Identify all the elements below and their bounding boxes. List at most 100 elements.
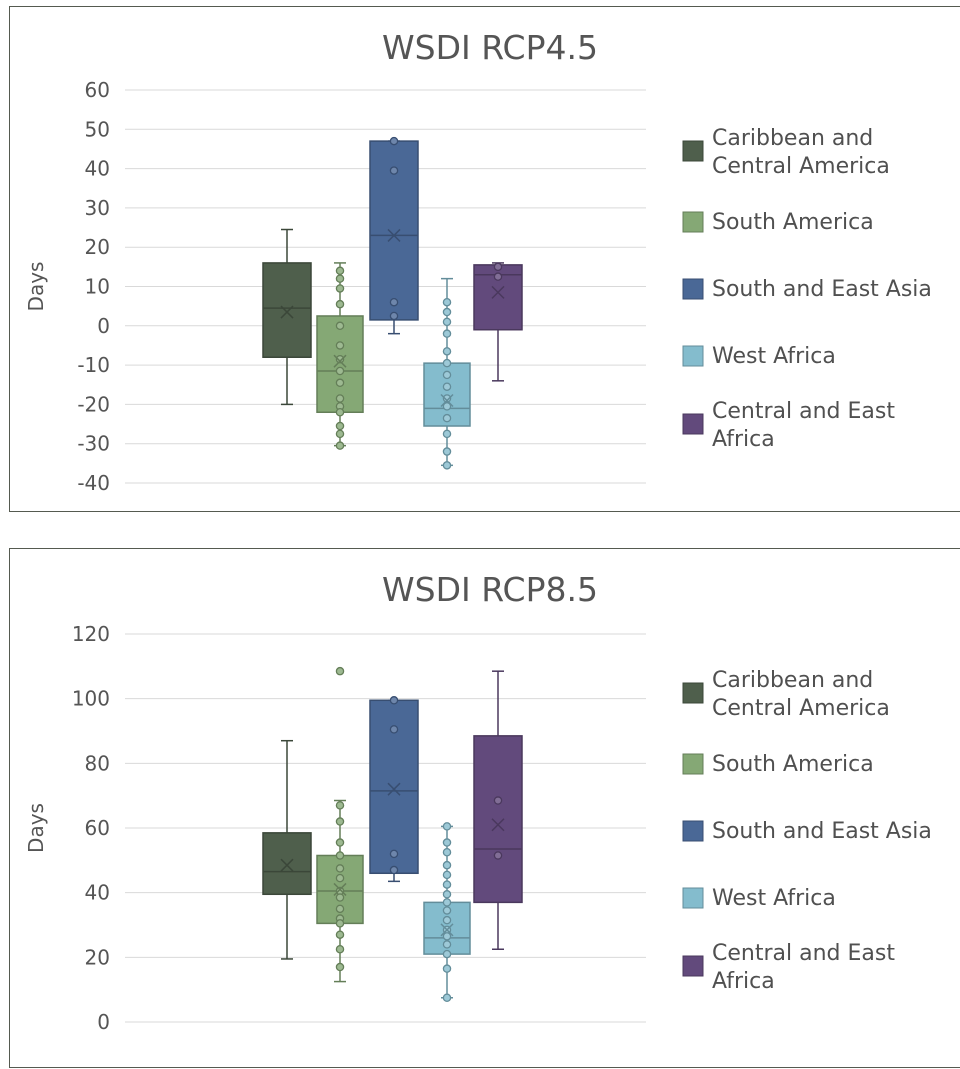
box-5 <box>473 262 523 382</box>
data-point <box>335 354 345 364</box>
legend-label: Central America <box>712 154 890 179</box>
data-point <box>389 136 399 146</box>
data-point <box>389 297 399 307</box>
data-point <box>442 461 452 470</box>
data-point <box>442 297 452 307</box>
legend-label: Africa <box>712 969 775 994</box>
data-point <box>442 317 452 327</box>
legend-swatch <box>682 887 704 909</box>
legend-label: West Africa <box>712 344 836 369</box>
y-tick-label: -20 <box>77 392 110 416</box>
legend-swatch <box>682 682 704 704</box>
data-point <box>335 919 345 928</box>
chart-title: WSDI RCP8.5 <box>382 570 598 609</box>
data-point <box>442 890 452 899</box>
chart-panel-rcp85: WSDI RCP8.5 120 100 80 60 40 20 0 Days Caribbean … <box>9 548 960 1068</box>
legend-swatch <box>682 345 704 367</box>
data-point <box>442 870 452 880</box>
legend-item-4: West Africa <box>682 344 836 369</box>
y-axis-label: Days <box>24 262 48 312</box>
data-point <box>442 822 452 831</box>
data-point <box>442 940 452 949</box>
chart-panel-rcp45: WSDI RCP4.5 60 50 40 30 20 10 0 -10 -20 -30 -40 Days… <box>9 6 960 512</box>
y-tick-label: 30 <box>85 196 110 220</box>
data-point <box>389 311 399 321</box>
legend-label: South and East Asia <box>712 819 932 844</box>
data-point <box>493 262 503 272</box>
legend-swatch <box>682 211 704 233</box>
legend-item-1: Caribbean and Central America <box>682 126 890 179</box>
data-point <box>493 851 503 860</box>
data-point <box>442 347 452 356</box>
data-point <box>335 893 345 902</box>
y-tick-label: 40 <box>85 157 110 181</box>
chart-rcp85: WSDI RCP8.5 120 100 80 60 40 20 0 Days Caribbean … <box>24 570 932 1034</box>
legend-swatch <box>682 753 704 775</box>
y-tick-label: 120 <box>72 622 110 646</box>
mean-marker <box>280 858 294 872</box>
legend-label: Caribbean and <box>712 668 873 693</box>
box-4 <box>423 277 471 470</box>
data-point <box>442 329 452 338</box>
legend-label: Africa <box>712 427 775 452</box>
legend-label: South America <box>712 210 874 235</box>
y-tick-label: 60 <box>85 816 110 840</box>
data-point <box>335 930 345 939</box>
data-point <box>335 378 345 388</box>
data-point <box>389 166 399 175</box>
data-point <box>442 838 452 847</box>
legend-swatch <box>682 140 704 162</box>
chart-rcp45: WSDI RCP4.5 60 50 40 30 20 10 0 -10 -20 -30 -40 Days… <box>24 28 932 495</box>
data-point <box>442 993 452 1002</box>
data-point <box>335 962 345 972</box>
y-tick-label: 0 <box>97 1010 110 1034</box>
y-tick-label: 0 <box>97 314 110 338</box>
data-point <box>335 341 345 350</box>
data-point <box>442 880 452 889</box>
y-tick-label: -40 <box>77 471 110 495</box>
box-3 <box>369 696 419 883</box>
box-body <box>262 262 312 358</box>
legend-label: South America <box>712 752 874 777</box>
y-tick-label: 20 <box>85 945 110 969</box>
mean-marker <box>333 882 347 896</box>
data-point <box>335 873 345 883</box>
data-point <box>442 949 452 959</box>
legend-item-2: South America <box>682 210 874 235</box>
legend-swatch <box>682 820 704 842</box>
data-point <box>442 898 452 907</box>
data-point <box>335 904 345 914</box>
data-point <box>335 851 345 860</box>
legend-item-5: Central and East Africa <box>682 399 895 452</box>
box-1 <box>262 228 312 406</box>
data-point <box>335 441 345 450</box>
data-point <box>335 838 345 847</box>
legend-label: Central and East <box>712 399 895 424</box>
data-point <box>335 408 345 417</box>
mean-marker <box>333 354 347 368</box>
y-tick-label: 40 <box>85 881 110 905</box>
y-tick-label: 50 <box>85 117 110 141</box>
mean-marker <box>387 782 401 796</box>
box-body <box>473 735 523 904</box>
data-point <box>335 299 345 309</box>
data-point <box>335 817 345 826</box>
data-point <box>442 394 452 403</box>
box-3 <box>369 136 419 335</box>
legend-item-3: South and East Asia <box>682 277 932 302</box>
legend-label: Central and East <box>712 941 895 966</box>
legend-item-5: Central and East Africa <box>682 941 895 994</box>
data-point <box>335 274 345 283</box>
data-point <box>335 321 345 331</box>
data-point <box>442 932 452 941</box>
data-point <box>335 801 345 810</box>
data-point <box>442 447 452 456</box>
legend-label: Central America <box>712 696 890 721</box>
data-point <box>335 284 345 293</box>
chart-title: WSDI RCP4.5 <box>382 28 598 67</box>
legend-item-4: West Africa <box>682 886 836 911</box>
data-point <box>442 382 452 391</box>
box-2 <box>316 666 364 983</box>
legend-swatch <box>682 413 704 435</box>
legend-label: South and East Asia <box>712 277 932 302</box>
